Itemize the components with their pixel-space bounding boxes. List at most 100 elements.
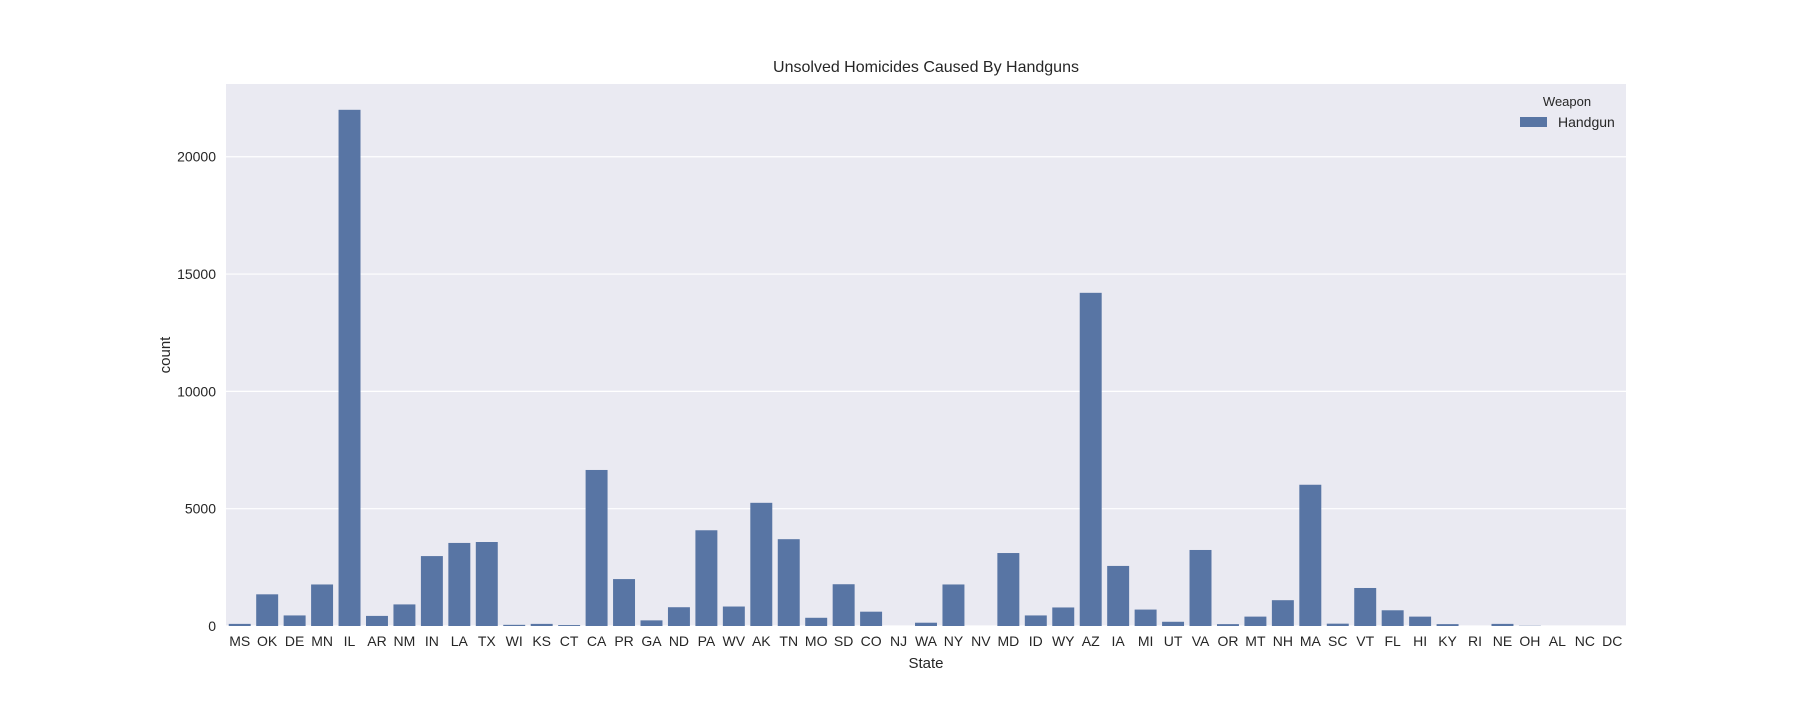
x-tick-label: WV: [723, 633, 746, 649]
x-tick-label: MS: [229, 633, 250, 649]
x-tick-label: IA: [1112, 633, 1126, 649]
bar-id: [1025, 615, 1047, 626]
legend-title: Weapon: [1543, 94, 1591, 109]
bar-de: [284, 615, 306, 626]
bar-ct: [558, 625, 580, 626]
x-tick-label: NV: [971, 633, 991, 649]
x-tick-label: SD: [834, 633, 853, 649]
bar-wy: [1052, 607, 1074, 626]
bar-ma: [1299, 485, 1321, 626]
bar-pa: [695, 530, 717, 626]
bar-nm: [393, 604, 415, 626]
chart-title: Unsolved Homicides Caused By Handguns: [773, 59, 1079, 76]
bar-ks: [531, 624, 553, 626]
bar-fl: [1382, 610, 1404, 626]
x-tick-label: AR: [367, 633, 386, 649]
x-axis-label: State: [908, 655, 943, 672]
x-tick-label: CT: [560, 633, 579, 649]
x-tick-label: KS: [532, 633, 551, 649]
x-tick-label: NJ: [890, 633, 907, 649]
x-tick-label: AZ: [1082, 633, 1100, 649]
bar-co: [860, 612, 882, 626]
x-tick-label: MD: [997, 633, 1019, 649]
x-tick-label: NH: [1273, 633, 1293, 649]
x-tick-label: TX: [478, 633, 497, 649]
x-tick-label: VT: [1356, 633, 1374, 649]
bar-mo: [805, 618, 827, 626]
x-tick-label: OR: [1217, 633, 1238, 649]
x-tick-label: CA: [587, 633, 607, 649]
x-tick-label: MT: [1245, 633, 1266, 649]
bar-hi: [1409, 617, 1431, 626]
x-tick-label: KY: [1438, 633, 1457, 649]
bar-az: [1080, 293, 1102, 626]
y-tick-label: 5000: [185, 501, 216, 517]
x-tick-label: IN: [425, 633, 439, 649]
bar-la: [448, 543, 470, 626]
bar-ga: [641, 620, 663, 626]
bar-vt: [1354, 588, 1376, 626]
bar-sd: [833, 584, 855, 626]
x-tick-label: CO: [861, 633, 882, 649]
x-tick-label: TN: [779, 633, 798, 649]
x-tick-label: VA: [1192, 633, 1210, 649]
x-tick-label: MA: [1300, 633, 1322, 649]
x-tick-label: DC: [1602, 633, 1622, 649]
x-tick-label: FL: [1384, 633, 1401, 649]
bar-nd: [668, 607, 690, 626]
x-tick-label: GA: [641, 633, 662, 649]
bar-tx: [476, 542, 498, 626]
bar-nh: [1272, 600, 1294, 626]
y-tick-label: 0: [208, 618, 216, 634]
x-tick-label: HI: [1413, 633, 1427, 649]
x-tick-label: LA: [451, 633, 469, 649]
x-tick-label: WA: [915, 633, 938, 649]
x-tick-label: OH: [1519, 633, 1540, 649]
y-tick-label: 15000: [177, 266, 216, 282]
bar-wv: [723, 607, 745, 626]
x-tick-label: OK: [257, 633, 278, 649]
bar-ky: [1437, 624, 1459, 626]
bar-or: [1217, 624, 1239, 626]
legend-swatch: [1520, 117, 1547, 127]
x-tick-label: NM: [394, 633, 416, 649]
bar-sc: [1327, 624, 1349, 626]
x-tick-label: ND: [669, 633, 689, 649]
bar-ca: [586, 470, 608, 626]
y-tick-label: 10000: [177, 383, 216, 399]
x-tick-label: WY: [1052, 633, 1075, 649]
bar-ok: [256, 594, 278, 626]
bar-wa: [915, 623, 937, 626]
x-tick-label: PA: [698, 633, 716, 649]
x-tick-label: NE: [1493, 633, 1512, 649]
y-axis-ticks: 0 5000 10000 15000 20000: [177, 149, 216, 634]
bar-ar: [366, 616, 388, 626]
y-axis-label: count: [157, 336, 174, 374]
x-tick-label: MN: [311, 633, 333, 649]
bar-ak: [750, 503, 772, 626]
x-tick-label: NC: [1575, 633, 1595, 649]
bar-mn: [311, 584, 333, 626]
bar-va: [1190, 550, 1212, 626]
bar-wi: [503, 625, 525, 626]
bar-tn: [778, 539, 800, 626]
bar-pr: [613, 579, 635, 626]
x-tick-label: UT: [1164, 633, 1183, 649]
bar-ny: [942, 584, 964, 626]
x-tick-label: MI: [1138, 633, 1154, 649]
bar-ms: [229, 624, 251, 626]
x-tick-label: AL: [1549, 633, 1566, 649]
bar-ne: [1491, 624, 1513, 626]
y-tick-label: 20000: [177, 149, 216, 165]
bar-mi: [1135, 610, 1157, 626]
x-tick-label: RI: [1468, 633, 1482, 649]
x-tick-label: AK: [752, 633, 771, 649]
bar-il: [339, 110, 361, 626]
x-tick-label: ID: [1029, 633, 1043, 649]
x-tick-label: PR: [614, 633, 633, 649]
bar-ut: [1162, 622, 1184, 626]
bar-md: [997, 553, 1019, 626]
